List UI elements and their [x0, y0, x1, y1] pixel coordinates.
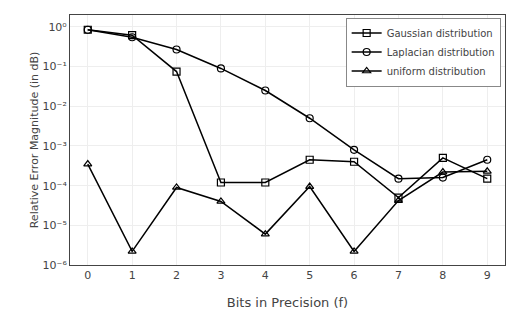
svg-text:Bits in Precision (f): Bits in Precision (f) [227, 295, 348, 310]
svg-text:3: 3 [217, 269, 224, 282]
svg-text:9: 9 [484, 269, 491, 282]
svg-text:8: 8 [439, 269, 446, 282]
svg-text:Gaussian distribution: Gaussian distribution [387, 28, 493, 39]
svg-text:4: 4 [262, 269, 269, 282]
svg-text:10⁻¹: 10⁻¹ [43, 60, 67, 73]
svg-text:10⁻⁴: 10⁻⁴ [43, 180, 68, 193]
svg-text:0: 0 [84, 269, 91, 282]
svg-text:10⁻⁶: 10⁻⁶ [43, 259, 68, 272]
svg-text:7: 7 [395, 269, 402, 282]
svg-text:Laplacian distribution: Laplacian distribution [387, 47, 495, 58]
svg-text:2: 2 [173, 269, 180, 282]
svg-text:6: 6 [351, 269, 358, 282]
svg-text:10⁻⁵: 10⁻⁵ [43, 219, 67, 232]
svg-text:uniform distribution: uniform distribution [387, 66, 486, 77]
svg-text:5: 5 [306, 269, 313, 282]
svg-text:10⁻³: 10⁻³ [43, 140, 67, 153]
svg-text:1: 1 [129, 269, 136, 282]
svg-text:Relative Error Magnitude (in d: Relative Error Magnitude (in dB) [28, 52, 41, 229]
svg-text:10⁰: 10⁰ [48, 21, 67, 34]
svg-text:10⁻²: 10⁻² [43, 100, 67, 113]
